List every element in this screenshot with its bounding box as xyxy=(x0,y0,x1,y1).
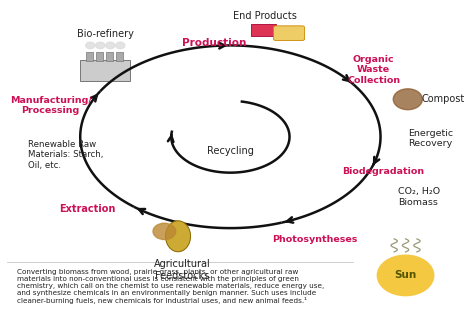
Text: Sun: Sun xyxy=(394,270,417,280)
Text: Biodegradation: Biodegradation xyxy=(342,166,424,176)
Text: Production: Production xyxy=(182,38,246,48)
FancyBboxPatch shape xyxy=(80,60,130,81)
FancyBboxPatch shape xyxy=(251,24,276,36)
Circle shape xyxy=(153,223,176,240)
Text: Converting biomass from wood, prairie grass, plants, or other agricultural raw
m: Converting biomass from wood, prairie gr… xyxy=(17,269,324,304)
FancyBboxPatch shape xyxy=(86,52,92,61)
Circle shape xyxy=(377,255,434,296)
Text: Photosyntheses: Photosyntheses xyxy=(272,235,357,244)
FancyBboxPatch shape xyxy=(116,52,123,61)
Circle shape xyxy=(116,42,125,49)
Text: Organic
Waste
Collection: Organic Waste Collection xyxy=(347,55,400,85)
Circle shape xyxy=(393,89,422,110)
Text: Agricultural
Feedstocks: Agricultural Feedstocks xyxy=(154,259,211,281)
Text: Renewable Raw
Materials: Starch,
Oil, etc.: Renewable Raw Materials: Starch, Oil, et… xyxy=(28,140,103,170)
FancyBboxPatch shape xyxy=(96,52,102,61)
Circle shape xyxy=(86,42,95,49)
Text: Energetic
Recovery: Energetic Recovery xyxy=(408,129,453,148)
Text: Bio-refinery: Bio-refinery xyxy=(77,29,134,39)
Circle shape xyxy=(106,42,115,49)
Circle shape xyxy=(96,42,105,49)
Ellipse shape xyxy=(165,221,191,252)
FancyBboxPatch shape xyxy=(273,26,304,40)
Text: Compost: Compost xyxy=(421,94,465,104)
Text: Extraction: Extraction xyxy=(59,204,115,214)
Text: Recycling: Recycling xyxy=(207,146,254,157)
Text: End Products: End Products xyxy=(233,11,296,21)
Text: CO₂, H₂O
Biomass: CO₂, H₂O Biomass xyxy=(398,188,440,207)
FancyBboxPatch shape xyxy=(106,52,112,61)
Text: Manufacturing/
Processing: Manufacturing/ Processing xyxy=(9,96,91,115)
